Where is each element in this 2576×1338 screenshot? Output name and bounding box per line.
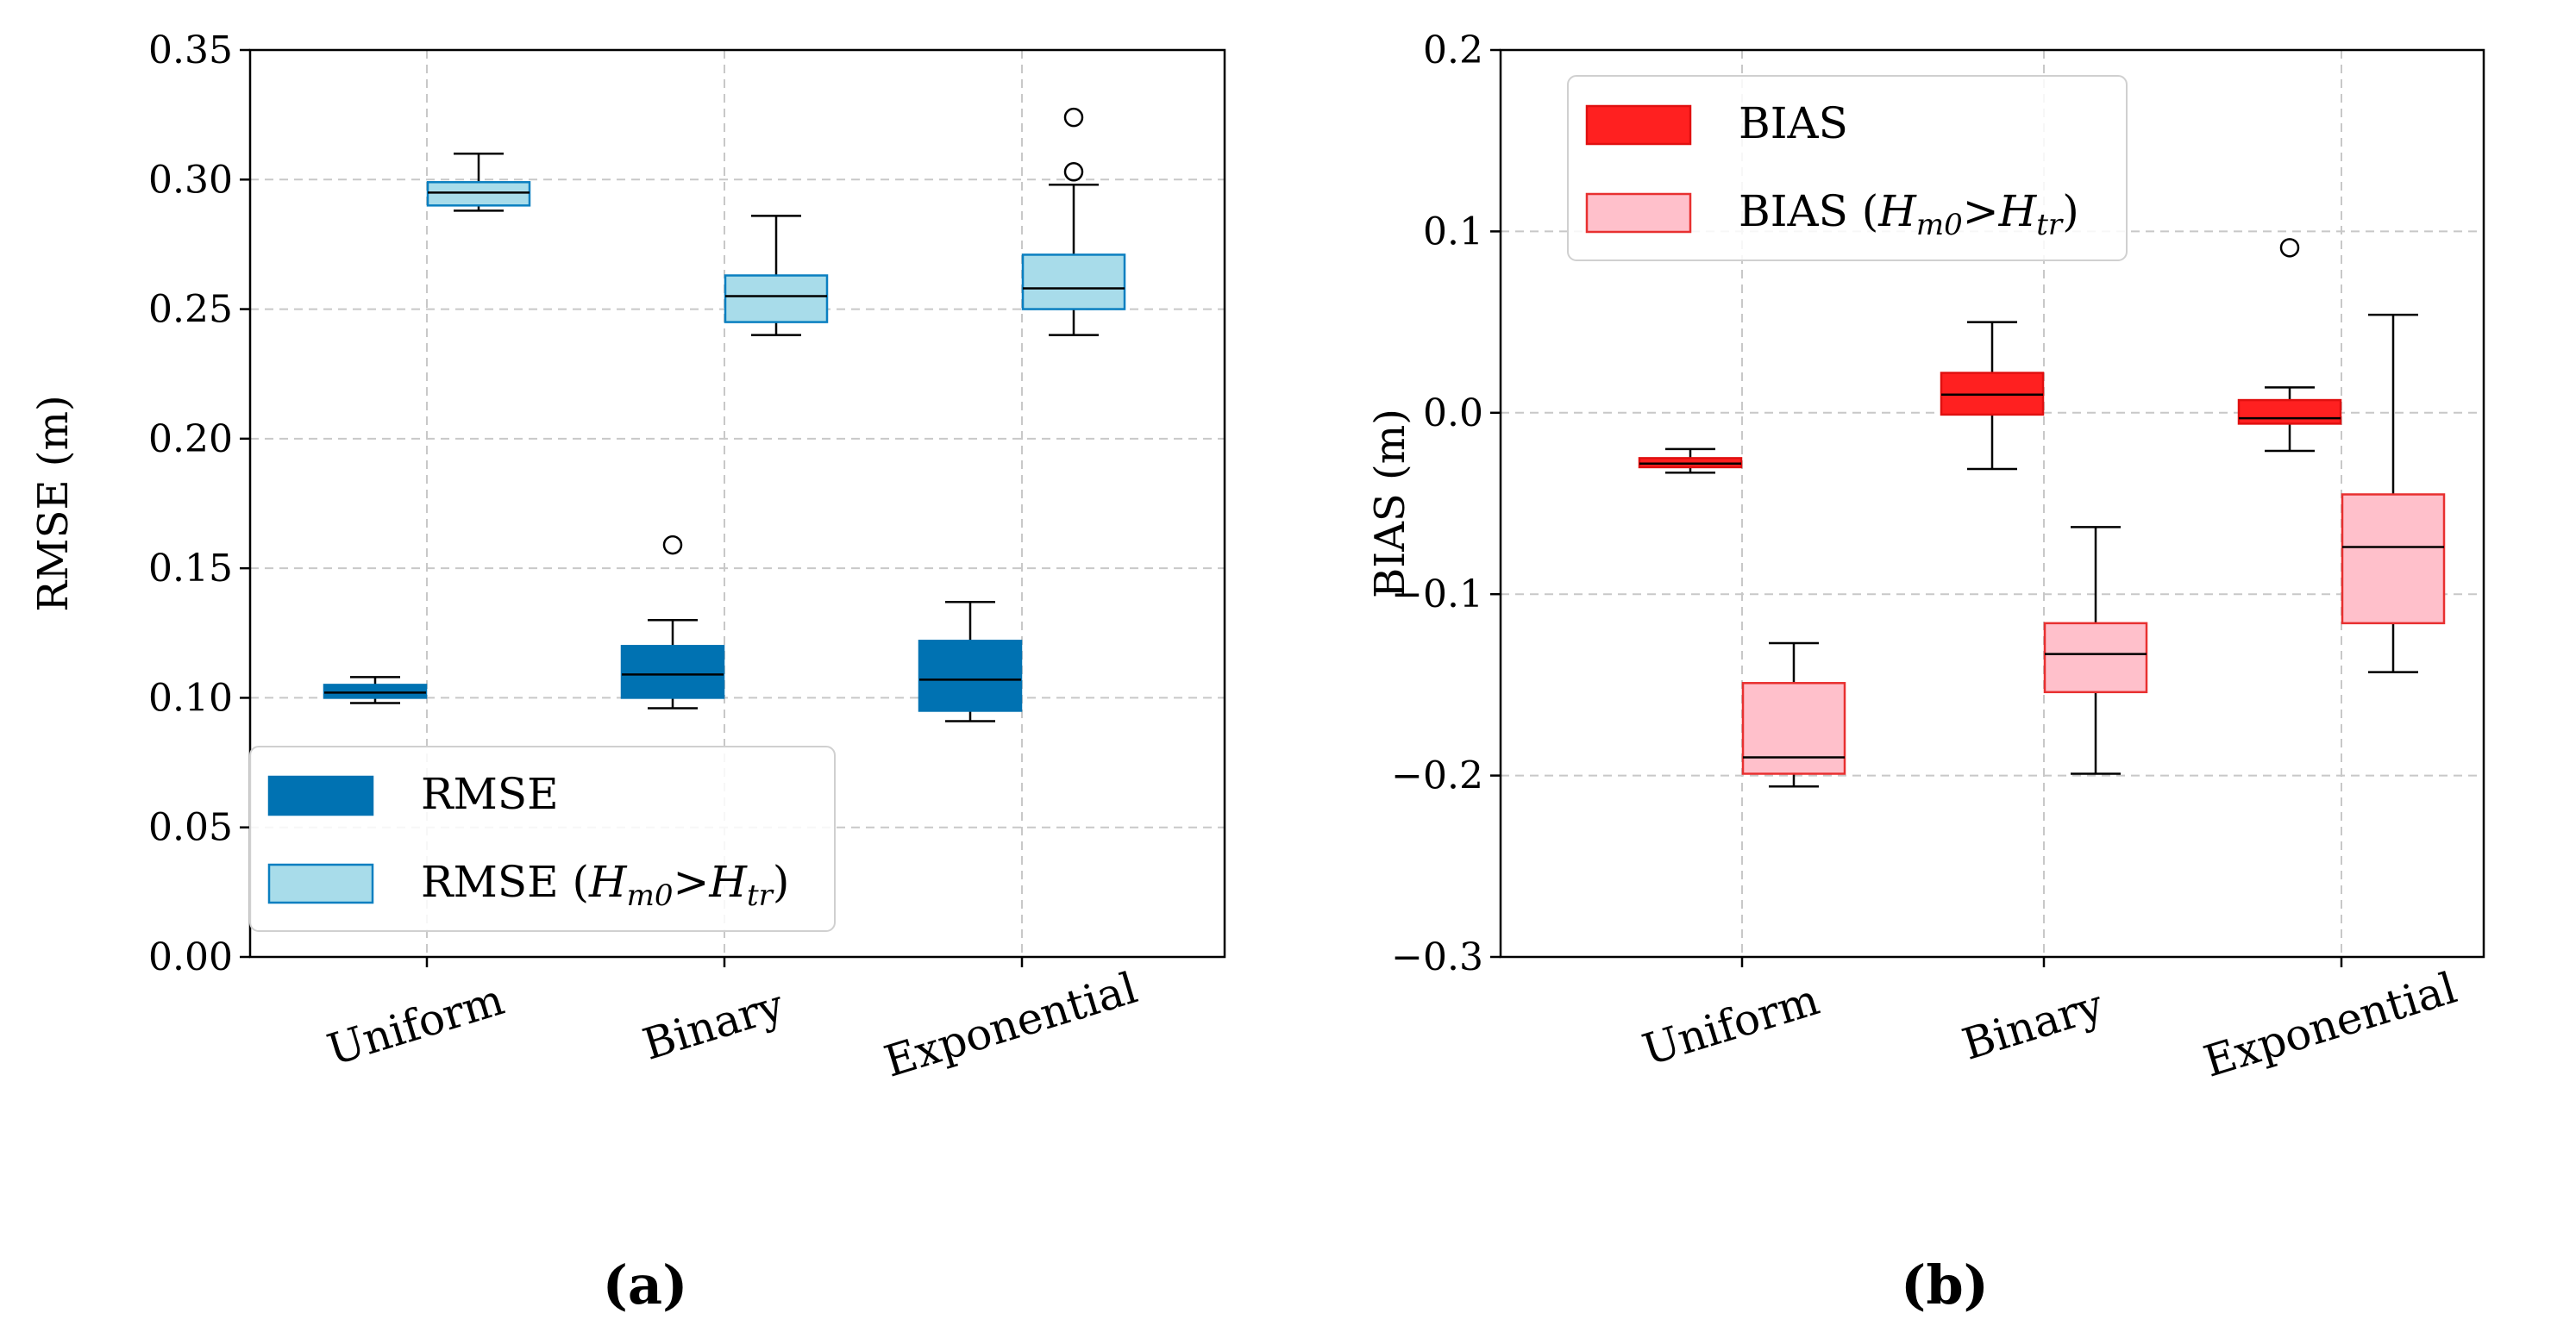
y-tick-label: −0.2 — [1391, 754, 1483, 798]
y-tick-label: 0.10 — [148, 676, 233, 720]
y-tick-label: 0.00 — [148, 935, 233, 979]
box-bias-exponential — [2237, 238, 2342, 453]
y-axis-label: RMSE (m) — [29, 395, 78, 611]
legend-text-part: ) — [2062, 186, 2079, 236]
box-iqr — [2341, 493, 2446, 625]
box-iqr — [2237, 398, 2342, 425]
legend-text-part: RMSE — [421, 769, 559, 819]
box-bias-hm0-htr--binary — [2043, 526, 2148, 775]
box-bias-hm0-htr--exponential — [2341, 313, 2446, 673]
panel-caption: (a) — [603, 1254, 688, 1316]
legend-entry-label: BIAS (Hm0>Htr) — [1739, 186, 2079, 242]
y-tick-label: −0.1 — [1391, 572, 1483, 616]
legend-text-part: RMSE ( — [421, 857, 589, 907]
y-tick-label: 0.1 — [1423, 209, 1483, 253]
box-iqr — [620, 645, 725, 699]
outlier-point — [1063, 162, 1084, 182]
legend-text-part: BIAS — [1739, 98, 1848, 148]
legend-text-part: tr — [2036, 208, 2064, 242]
box-iqr — [1741, 682, 1846, 775]
y-tick-label: 0.30 — [148, 158, 233, 202]
outlier-point — [1063, 107, 1084, 128]
legend-entry-label: BIAS — [1739, 98, 1848, 148]
box-rmse-uniform — [323, 676, 428, 704]
box-bias-uniform — [1638, 447, 1743, 474]
y-tick-label: 0.20 — [148, 417, 233, 461]
y-tick-label: 0.15 — [148, 547, 233, 591]
legend-text-part: m0 — [627, 878, 674, 913]
plot-frame — [248, 48, 1226, 959]
y-tick-label: 0.35 — [148, 28, 233, 72]
y-tick-label: 0.0 — [1423, 391, 1483, 435]
box-rmse-hm0-htr--exponential — [1021, 107, 1126, 336]
legend-text-part: > — [1963, 186, 1999, 236]
legend-swatch — [267, 775, 374, 816]
legend-text-part: ) — [773, 857, 790, 907]
legend-text-part: H — [588, 857, 628, 907]
legend-swatch — [267, 863, 374, 904]
legend-text-part: m0 — [1916, 208, 1963, 242]
box-iqr — [724, 274, 829, 323]
legend-entry-label: RMSE (Hm0>Htr) — [421, 857, 789, 913]
legend-swatch — [1585, 192, 1692, 234]
y-tick-label: 0.2 — [1423, 28, 1483, 72]
legend-text-part: tr — [747, 878, 774, 913]
legend-text-part: H — [708, 857, 748, 907]
legend-text-part: > — [673, 857, 709, 907]
box-iqr — [918, 640, 1023, 712]
box-iqr — [1021, 253, 1126, 310]
box-rmse-hm0-htr--binary — [724, 215, 829, 336]
outlier-point — [2279, 238, 2300, 258]
box-rmse-binary — [620, 535, 725, 710]
y-tick-label: 0.05 — [148, 806, 233, 850]
y-axis-label: BIAS (m) — [1366, 409, 1414, 598]
box-rmse-exponential — [918, 600, 1023, 722]
legend-text-part: H — [1998, 186, 2038, 236]
outlier-point — [662, 535, 683, 555]
legend-entry-label: RMSE — [421, 769, 559, 819]
legend-frame — [249, 746, 836, 932]
box-bias-hm0-htr--uniform — [1741, 641, 1846, 788]
box-iqr — [426, 181, 531, 207]
legend-swatch — [1585, 104, 1692, 146]
legend-text-part: H — [1877, 186, 1917, 236]
box-rmse-hm0-htr--uniform — [426, 152, 531, 212]
legend-text-part: BIAS ( — [1739, 186, 1878, 236]
panel-caption: (b) — [1901, 1254, 1989, 1316]
y-tick-label: 0.25 — [148, 288, 233, 332]
y-tick-label: −0.3 — [1391, 935, 1483, 979]
box-iqr — [323, 684, 428, 699]
box-bias-binary — [1940, 321, 2045, 471]
box-iqr — [2043, 622, 2148, 694]
legend-frame — [1567, 75, 2128, 261]
plot-frame — [1499, 48, 2485, 959]
